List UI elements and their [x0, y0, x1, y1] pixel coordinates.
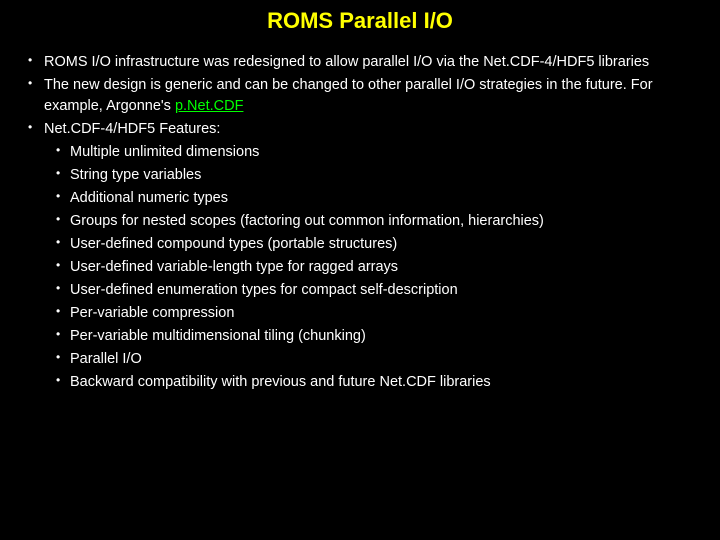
sub-list-item: Parallel I/O	[44, 349, 700, 370]
sub-bullet-text: Multiple unlimited dimensions	[70, 144, 259, 160]
outer-list: ROMS I/O infrastructure was redesigned t…	[20, 52, 700, 393]
bullet-text: Net.CDF-4/HDF5 Features:	[44, 121, 220, 137]
pnetcdf-link[interactable]: p.Net.CDF	[175, 98, 244, 114]
sub-list-item: Per-variable compression	[44, 303, 700, 324]
sub-bullet-text: User-defined compound types (portable st…	[70, 236, 397, 252]
sub-list-item: Groups for nested scopes (factoring out …	[44, 211, 700, 232]
sub-list-item: User-defined compound types (portable st…	[44, 234, 700, 255]
sub-list-item: User-defined enumeration types for compa…	[44, 280, 700, 301]
sub-bullet-text: Backward compatibility with previous and…	[70, 374, 491, 390]
sub-bullet-text: Additional numeric types	[70, 190, 228, 206]
sub-bullet-text: User-defined variable-length type for ra…	[70, 259, 398, 275]
sub-bullet-text: Parallel I/O	[70, 351, 142, 367]
sub-bullet-text: Per-variable compression	[70, 305, 234, 321]
slide-content: ROMS I/O infrastructure was redesigned t…	[20, 52, 700, 393]
bullet-text-before: The new design is generic and can be cha…	[44, 77, 653, 114]
slide-title: ROMS Parallel I/O	[20, 8, 700, 34]
bullet-text: ROMS I/O infrastructure was redesigned t…	[44, 54, 649, 70]
sub-list-item: String type variables	[44, 165, 700, 186]
inner-list: Multiple unlimited dimensions String typ…	[44, 142, 700, 393]
sub-bullet-text: Groups for nested scopes (factoring out …	[70, 213, 544, 229]
list-item: ROMS I/O infrastructure was redesigned t…	[20, 52, 700, 73]
sub-list-item: Backward compatibility with previous and…	[44, 372, 700, 393]
slide: ROMS Parallel I/O ROMS I/O infrastructur…	[0, 0, 720, 540]
sub-bullet-text: String type variables	[70, 167, 201, 183]
list-item: The new design is generic and can be cha…	[20, 75, 700, 117]
sub-bullet-text: Per-variable multidimensional tiling (ch…	[70, 328, 366, 344]
sub-list-item: User-defined variable-length type for ra…	[44, 257, 700, 278]
sub-list-item: Multiple unlimited dimensions	[44, 142, 700, 163]
sub-list-item: Per-variable multidimensional tiling (ch…	[44, 326, 700, 347]
sub-list-item: Additional numeric types	[44, 188, 700, 209]
sub-bullet-text: User-defined enumeration types for compa…	[70, 282, 458, 298]
list-item: Net.CDF-4/HDF5 Features: Multiple unlimi…	[20, 119, 700, 393]
